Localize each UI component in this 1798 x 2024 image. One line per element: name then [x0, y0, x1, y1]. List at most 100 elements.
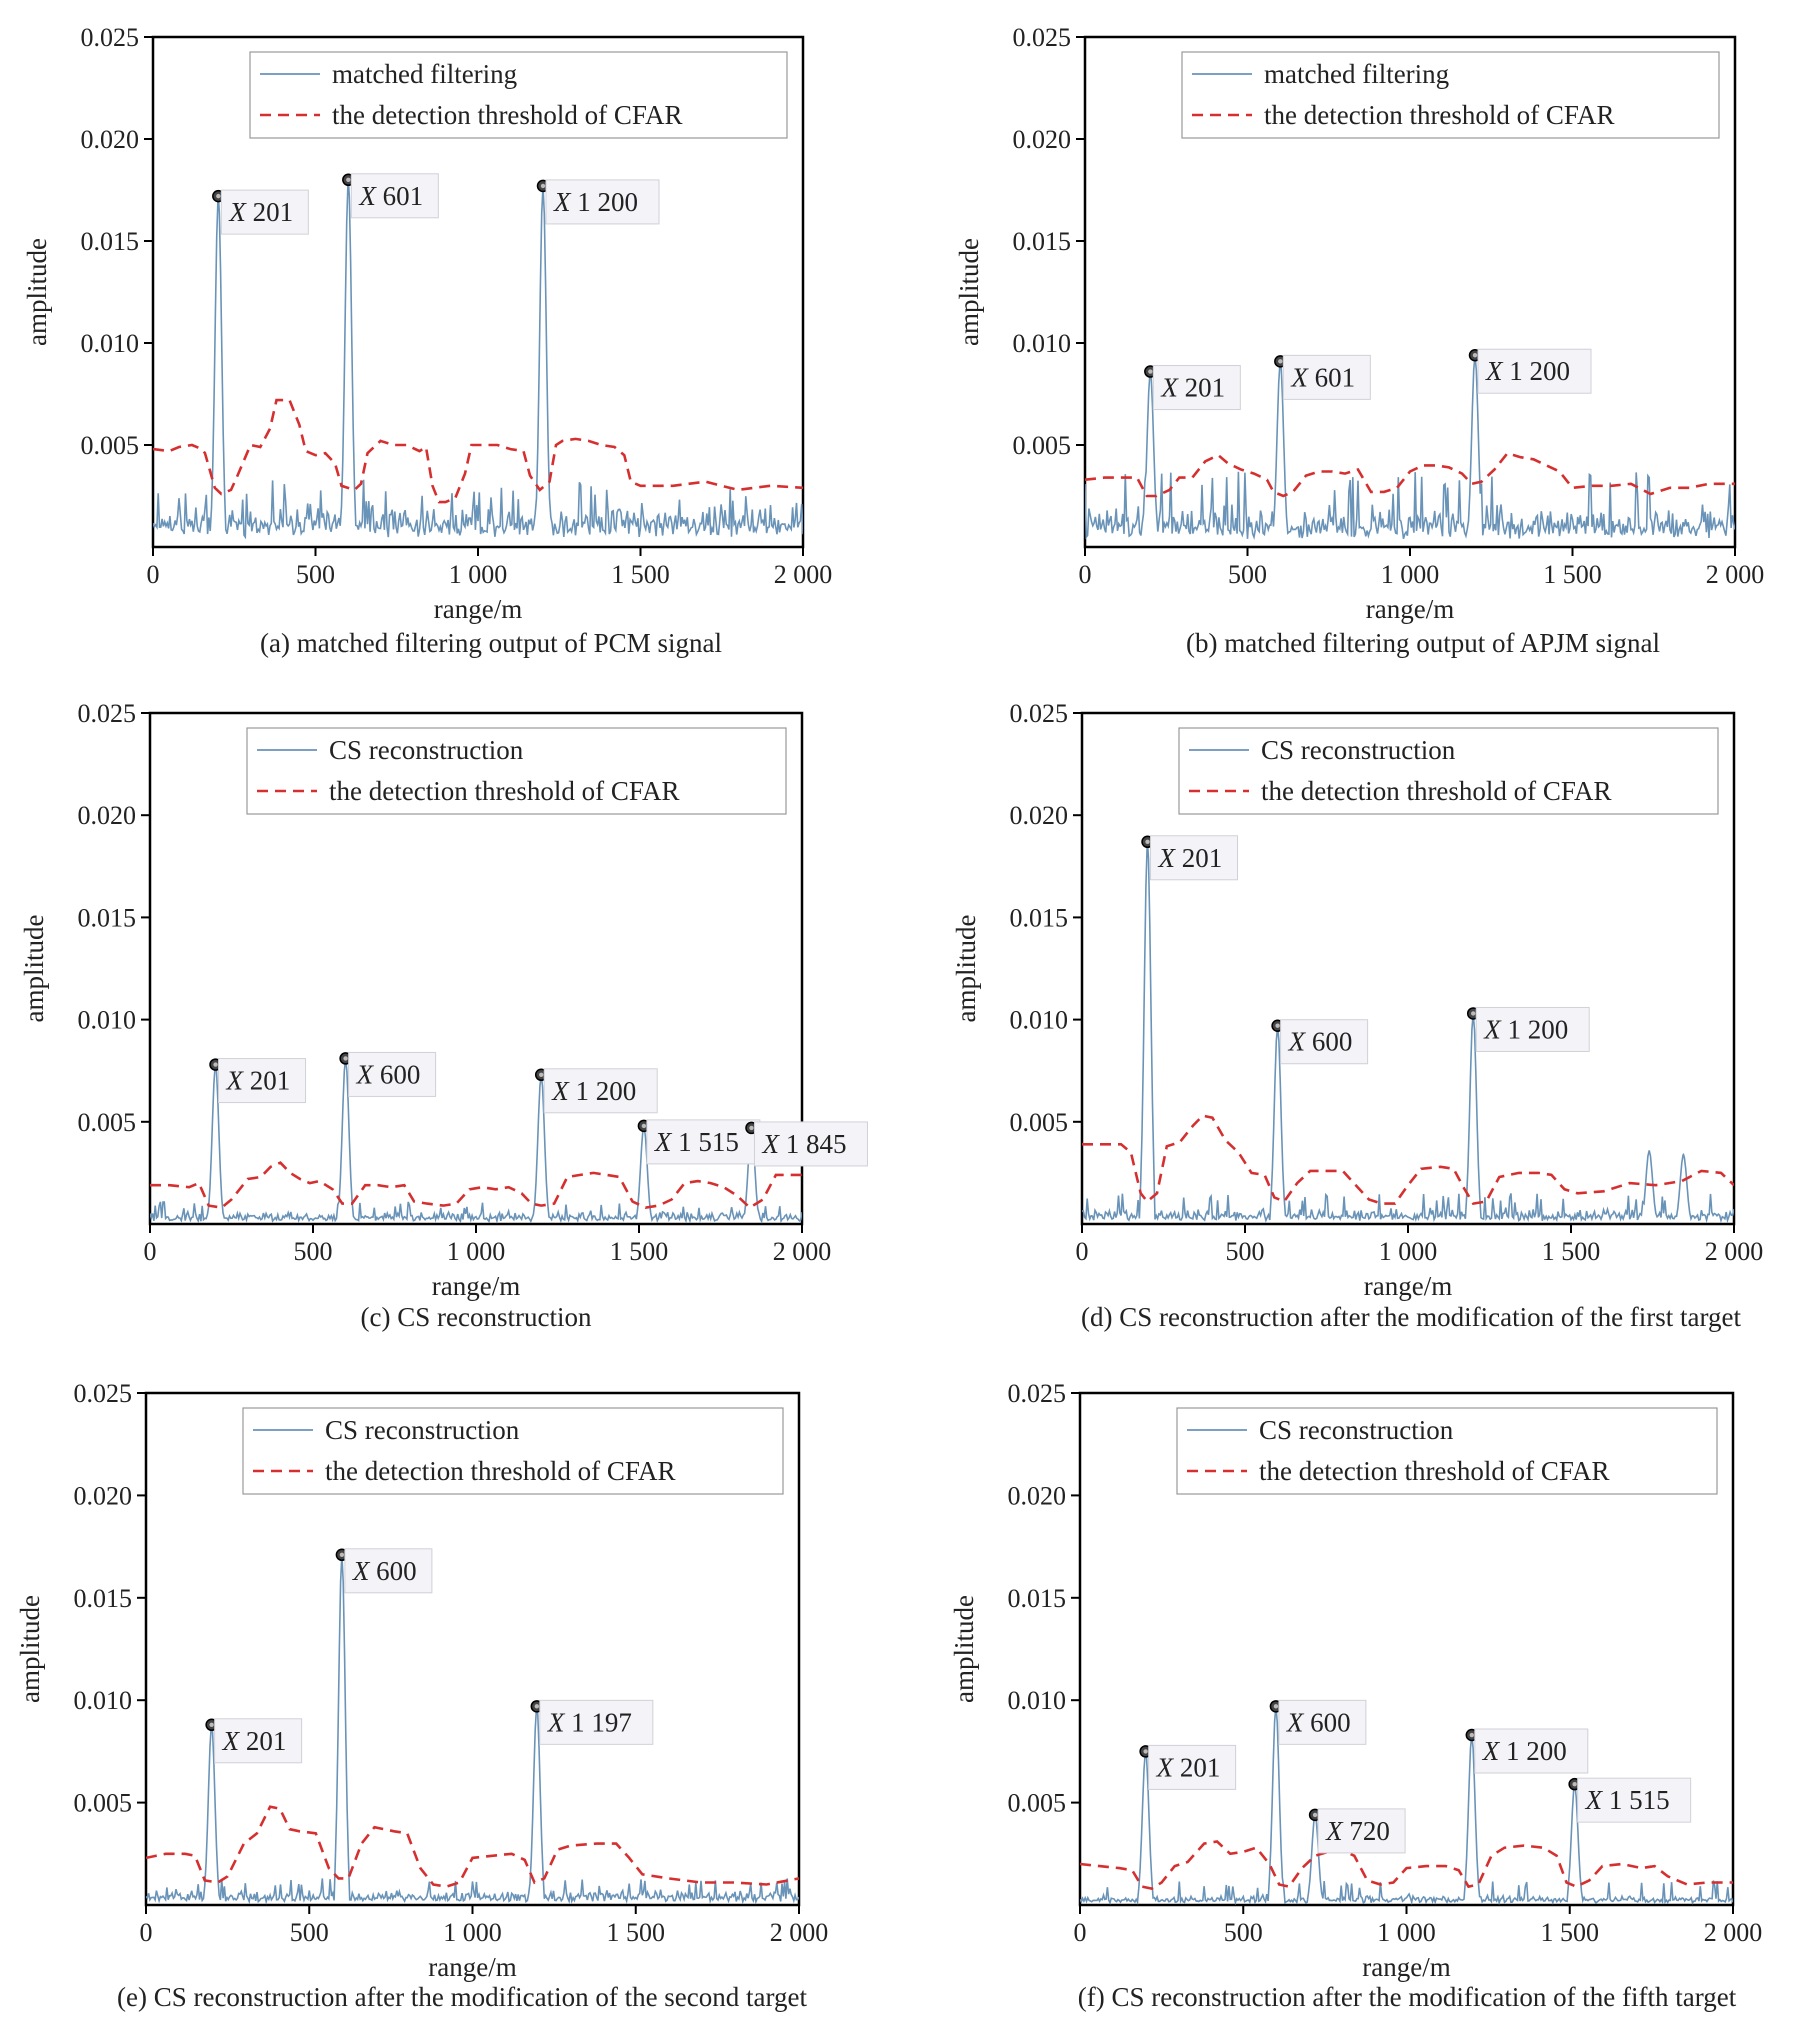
- data-tip-box: [1474, 1728, 1589, 1774]
- data-tip-label: X 720: [1325, 1816, 1390, 1846]
- x-tick-label: 1 000: [1381, 560, 1440, 589]
- y-tick-label: 0.025: [78, 699, 137, 728]
- y-tick-label: 0.015: [1010, 903, 1069, 932]
- y-tick-label: 0.010: [1013, 329, 1072, 358]
- series-line-threshold: [153, 398, 803, 504]
- x-tick-label: 2 000: [1705, 1237, 1764, 1266]
- data-tip-box: [348, 1051, 437, 1097]
- x-tick-label: 1 000: [449, 560, 508, 589]
- data-tip-marker-center: [1273, 1704, 1279, 1709]
- data-tip-label: X 201: [1158, 843, 1223, 873]
- x-tick-label: 1 000: [443, 1918, 502, 1947]
- y-tick-label: 0.010: [81, 329, 140, 358]
- data-tip-box: [1475, 1006, 1590, 1052]
- y-tick-label: 0.010: [74, 1686, 133, 1715]
- y-axis-label: amplitude: [22, 238, 52, 346]
- x-tick-label: 0: [140, 1918, 153, 1947]
- x-tick-label: 1 500: [1542, 1237, 1601, 1266]
- legend-entry-label: CS reconstruction: [1259, 1415, 1454, 1445]
- plot-area: [1082, 841, 1734, 1224]
- data-tip-marker-center: [1471, 1011, 1476, 1016]
- x-tick-label: 500: [1228, 560, 1267, 589]
- chart-panel: 0 500 1 000 1 500 2 000 0.005 0.010 0.015 0.020 0…: [19, 699, 868, 1332]
- x-axis-label: range/m: [1364, 1271, 1452, 1301]
- chart-panel: 0 500 1 000 1 500 2 000 0.005 0.010 0.015 0.020 0…: [15, 1379, 828, 2012]
- y-tick-label: 0.025: [1008, 1379, 1067, 1408]
- data-tip-marker-center: [1145, 839, 1150, 844]
- legend-box: [1181, 51, 1720, 139]
- x-tick-label: 1 000: [1377, 1918, 1436, 1947]
- data-tip-box: [220, 189, 309, 235]
- x-tick-label: 2 000: [1706, 560, 1765, 589]
- plot-area: [1080, 1706, 1733, 1905]
- data-tip-box: [1150, 835, 1239, 881]
- chart-panel: 0 500 1 000 1 500 2 000 0.005 0.010 0.015 0.020 0…: [951, 699, 1763, 1332]
- data-tip-marker-center: [343, 1056, 348, 1061]
- x-tick-label: 500: [296, 560, 335, 589]
- data-tip-marker-center: [1472, 353, 1478, 358]
- legend-entry-label: the detection threshold of CFAR: [325, 1456, 675, 1486]
- data-tip-marker-center: [1278, 359, 1283, 364]
- data-tip-marker-center: [534, 1704, 540, 1709]
- x-axis-label: range/m: [1366, 594, 1454, 624]
- data-tip-marker-center: [1275, 1023, 1280, 1028]
- y-tick-label: 0.020: [81, 125, 140, 154]
- plot-area: [150, 1058, 802, 1224]
- panel-caption: (a) matched filtering output of PCM sign…: [260, 628, 722, 658]
- x-tick-label: 1 500: [1541, 1918, 1600, 1947]
- y-tick-label: 0.005: [78, 1108, 137, 1137]
- x-tick-label: 1 500: [611, 560, 670, 589]
- y-tick-label: 0.020: [78, 801, 137, 830]
- x-tick-label: 0: [1076, 1237, 1089, 1266]
- y-axis-label: amplitude: [19, 915, 49, 1023]
- x-tick-label: 1 500: [610, 1237, 669, 1266]
- chart-panel: 0 500 1 000 1 500 2 000 0.005 0.010 0.015 0.020 0…: [22, 23, 832, 658]
- data-tip-box: [1148, 1744, 1237, 1790]
- x-tick-label: 2 000: [773, 1237, 832, 1266]
- series-line-signal: [1080, 1706, 1733, 1905]
- panel-caption: (f) CS reconstruction after the modifica…: [1078, 1982, 1737, 2012]
- data-tip-box: [1477, 348, 1592, 394]
- y-tick-label: 0.005: [1008, 1789, 1067, 1818]
- legend-entry-label: CS reconstruction: [325, 1415, 520, 1445]
- legend-entry-label: the detection threshold of CFAR: [1261, 776, 1611, 806]
- y-tick-label: 0.005: [74, 1789, 133, 1818]
- series-line-threshold: [146, 1805, 799, 1888]
- legend-box: [246, 727, 787, 815]
- panel-caption: (c) CS reconstruction: [361, 1302, 592, 1332]
- data-tip-box: [218, 1058, 307, 1104]
- data-tip-box: [1280, 1019, 1369, 1065]
- y-tick-label: 0.025: [74, 1379, 133, 1408]
- data-tip-box: [1577, 1777, 1692, 1823]
- data-tip-marker-center: [641, 1123, 647, 1129]
- data-tip-marker-center: [539, 1072, 544, 1077]
- plot-area: [146, 1554, 799, 1905]
- plot-area: [1085, 355, 1735, 541]
- y-tick-label: 0.015: [74, 1584, 133, 1613]
- data-tip-box: [214, 1718, 303, 1764]
- x-tick-label: 0: [1079, 560, 1092, 589]
- data-tip-label: X 1 200: [551, 1076, 636, 1106]
- data-tip-marker-center: [213, 1062, 218, 1067]
- data-tip-marker-center: [1143, 1749, 1148, 1754]
- series-line-threshold: [150, 1161, 802, 1210]
- series-line-signal: [150, 1058, 802, 1224]
- x-tick-label: 0: [147, 560, 160, 589]
- x-tick-label: 1 500: [607, 1918, 666, 1947]
- legend-entry-label: the detection threshold of CFAR: [1264, 100, 1614, 130]
- data-tip-marker-center: [749, 1125, 754, 1131]
- y-tick-label: 0.015: [1008, 1584, 1067, 1613]
- legend-entry-label: matched filtering: [332, 59, 517, 89]
- y-tick-label: 0.025: [81, 23, 140, 52]
- data-tip-marker-center: [346, 177, 351, 182]
- y-tick-label: 0.010: [78, 1006, 137, 1035]
- data-tip-box: [344, 1548, 433, 1594]
- legend-box: [242, 1407, 784, 1495]
- plot-area: [153, 179, 803, 540]
- series-line-signal: [1085, 355, 1735, 541]
- x-axis-label: range/m: [428, 1952, 516, 1982]
- x-tick-label: 500: [290, 1918, 329, 1947]
- data-tip-label: X 201: [228, 197, 293, 227]
- x-tick-label: 500: [1224, 1918, 1263, 1947]
- y-tick-label: 0.005: [1010, 1108, 1069, 1137]
